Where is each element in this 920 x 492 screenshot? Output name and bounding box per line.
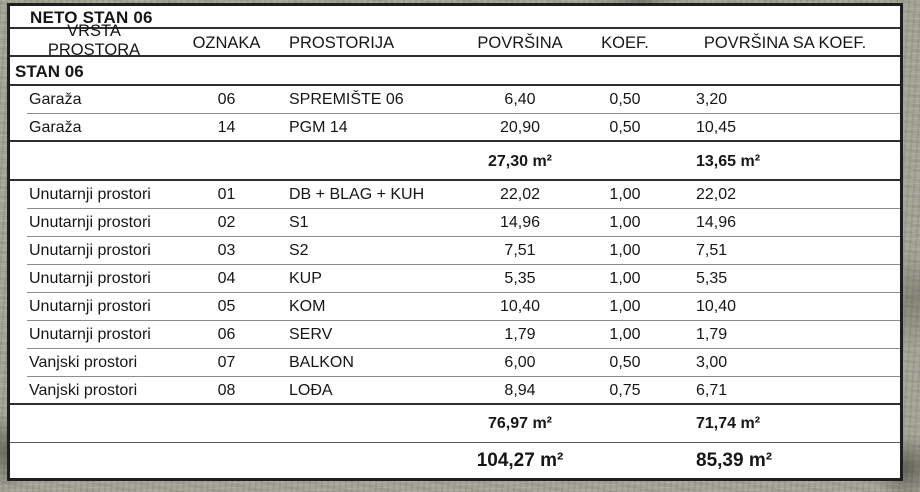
cell-povrsina-sa-koef: 7,51 <box>696 242 728 259</box>
area-table: NETO STAN 06 VRSTA PROSTORA OZNAKA PROST… <box>10 6 900 478</box>
cell-vrsta-prostora: Unutarnji prostori <box>29 270 151 287</box>
column-header-koef: KOEF. <box>601 33 649 52</box>
cell-oznaka: 04 <box>217 270 236 287</box>
cell-povrsina: 22,02 <box>499 186 541 203</box>
table-row: Unutarnji prostori 01 DB + BLAG + KUH 22… <box>10 181 900 209</box>
column-header-prostorija: PROSTORIJA <box>289 33 395 52</box>
prostori-subtotal-povrsina: 76,97 m² <box>487 415 553 432</box>
table-row: Garaža 06 SPREMIŠTE 06 6,40 0,50 3,20 <box>10 86 900 114</box>
grand-total-row: 104,27 m² 85,39 m² <box>10 443 900 478</box>
section-row: STAN 06 <box>10 57 900 86</box>
column-header-oznaka: OZNAKA <box>192 33 261 52</box>
prostori-subtotal-povrsina-koef: 71,74 m² <box>696 415 761 432</box>
cell-povrsina: 6,00 <box>504 354 536 371</box>
grand-total-povrsina-koef: 85,39 m² <box>696 450 773 471</box>
table-row: Vanjski prostori 08 LOĐA 8,94 0,75 6,71 <box>10 377 900 405</box>
cell-prostorija: S2 <box>289 242 309 259</box>
cell-povrsina: 14,96 <box>499 214 541 231</box>
cell-koef: 0,50 <box>609 91 641 108</box>
cell-oznaka: 06 <box>217 326 236 343</box>
cell-vrsta-prostora: Vanjski prostori <box>29 354 138 371</box>
table-row: Unutarnji prostori 02 S1 14,96 1,00 14,9… <box>10 209 900 237</box>
cell-prostorija: LOĐA <box>289 382 333 399</box>
cell-oznaka: 02 <box>217 214 236 231</box>
cell-prostorija: BALKON <box>289 354 354 371</box>
table-row: Vanjski prostori 07 BALKON 6,00 0,50 3,0… <box>10 349 900 377</box>
cell-povrsina-sa-koef: 5,35 <box>696 270 728 287</box>
table-row: Unutarnji prostori 03 S2 7,51 1,00 7,51 <box>10 237 900 265</box>
cell-oznaka: 06 <box>217 91 236 108</box>
cell-oznaka: 05 <box>217 298 236 315</box>
cell-povrsina-sa-koef: 10,40 <box>696 298 737 315</box>
cell-koef: 1,00 <box>609 270 641 287</box>
cell-povrsina: 8,94 <box>504 382 536 399</box>
cell-povrsina: 10,40 <box>499 298 541 315</box>
cell-prostorija: SPREMIŠTE 06 <box>289 91 404 108</box>
cell-vrsta-prostora: Unutarnji prostori <box>29 242 151 259</box>
table-title: NETO STAN 06 <box>30 7 153 27</box>
table-row: Garaža 14 PGM 14 20,90 0,50 10,45 <box>10 114 900 142</box>
table-row: Unutarnji prostori 05 KOM 10,40 1,00 10,… <box>10 293 900 321</box>
cell-povrsina: 6,40 <box>504 91 536 108</box>
garaza-subtotal-row: 27,30 m² 13,65 m² <box>10 142 900 181</box>
cell-prostorija: KOM <box>289 298 326 315</box>
cell-koef: 1,00 <box>609 214 641 231</box>
table-row: Unutarnji prostori 06 SERV 1,79 1,00 1,7… <box>10 321 900 349</box>
cell-povrsina-sa-koef: 6,71 <box>696 382 728 399</box>
cell-oznaka: 08 <box>217 382 236 399</box>
cell-koef: 1,00 <box>609 326 641 343</box>
cell-koef: 0,75 <box>609 382 641 399</box>
cell-povrsina-sa-koef: 3,00 <box>696 354 728 371</box>
cell-koef: 1,00 <box>609 242 641 259</box>
cell-vrsta-prostora: Unutarnji prostori <box>29 326 151 343</box>
cell-vrsta-prostora: Garaža <box>29 91 82 108</box>
document-panel: NETO STAN 06 VRSTA PROSTORA OZNAKA PROST… <box>7 3 903 481</box>
garaza-subtotal-povrsina-koef: 13,65 m² <box>696 152 761 170</box>
column-header-povrsina-sa-koef: POVRŠINA SA KOEF. <box>703 33 867 52</box>
cell-povrsina: 5,35 <box>504 270 536 287</box>
column-header-povrsina: POVRŠINA <box>477 33 563 52</box>
column-header-vrsta-prostora: VRSTA PROSTORA <box>10 22 178 59</box>
cell-vrsta-prostora: Unutarnji prostori <box>29 298 151 315</box>
cell-koef: 0,50 <box>609 119 641 136</box>
table-row: Unutarnji prostori 04 KUP 5,35 1,00 5,35 <box>10 265 900 293</box>
cell-povrsina-sa-koef: 14,96 <box>696 214 737 231</box>
grand-total-povrsina: 104,27 m² <box>476 450 564 471</box>
cell-prostorija: KUP <box>289 270 322 287</box>
cell-povrsina-sa-koef: 1,79 <box>696 326 728 343</box>
cell-oznaka: 01 <box>217 186 236 203</box>
prostori-subtotal-row: 76,97 m² 71,74 m² <box>10 405 900 443</box>
cell-vrsta-prostora: Vanjski prostori <box>29 382 138 399</box>
group-garaza-rows: Garaža 06 SPREMIŠTE 06 6,40 0,50 3,20 Ga… <box>10 86 900 142</box>
garaza-subtotal-povrsina: 27,30 m² <box>487 152 553 170</box>
cell-povrsina-sa-koef: 22,02 <box>696 186 737 203</box>
cell-povrsina-sa-koef: 3,20 <box>696 91 728 108</box>
cell-oznaka: 14 <box>217 119 236 136</box>
cell-koef: 0,50 <box>609 354 641 371</box>
column-header-vrsta-line1: VRSTA <box>67 22 121 40</box>
group-prostori-rows: Unutarnji prostori 01 DB + BLAG + KUH 22… <box>10 181 900 405</box>
cell-prostorija: PGM 14 <box>289 119 348 136</box>
column-header-vrsta-line2: PROSTORA <box>47 40 141 59</box>
section-label: STAN 06 <box>15 61 84 81</box>
cell-vrsta-prostora: Garaža <box>29 119 82 136</box>
cell-povrsina: 1,79 <box>504 326 536 343</box>
table-header-row: VRSTA PROSTORA OZNAKA PROSTORIJA POVRŠIN… <box>10 22 900 59</box>
cell-oznaka: 07 <box>217 354 236 371</box>
cell-koef: 1,00 <box>609 186 641 203</box>
cell-prostorija: DB + BLAG + KUH <box>289 186 425 203</box>
cell-prostorija: SERV <box>289 326 333 343</box>
table-title-row: NETO STAN 06 <box>10 6 900 29</box>
cell-prostorija: S1 <box>289 214 309 231</box>
cell-oznaka: 03 <box>217 242 236 259</box>
cell-vrsta-prostora: Unutarnji prostori <box>29 214 151 231</box>
cell-povrsina: 7,51 <box>504 242 536 259</box>
cell-povrsina: 20,90 <box>499 119 541 136</box>
cell-povrsina-sa-koef: 10,45 <box>696 119 737 136</box>
cell-koef: 1,00 <box>609 298 641 315</box>
cell-vrsta-prostora: Unutarnji prostori <box>29 186 151 203</box>
